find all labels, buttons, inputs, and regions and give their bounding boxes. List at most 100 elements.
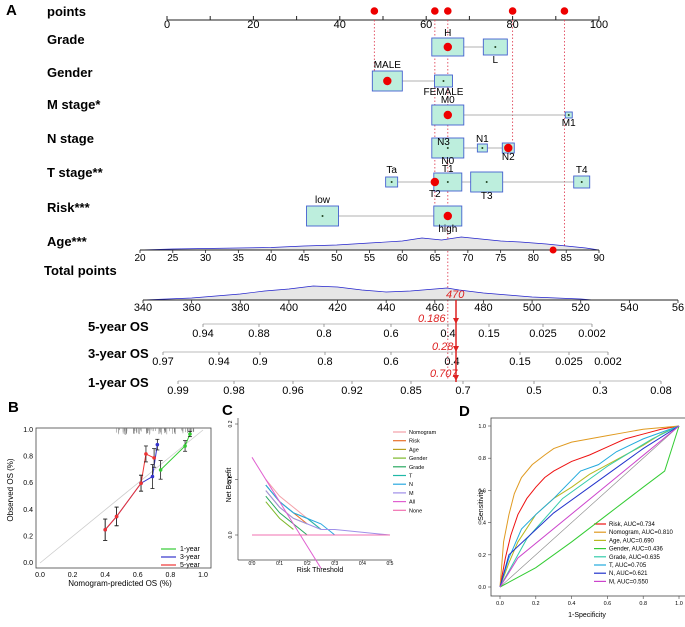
- calibration-point: [103, 528, 107, 532]
- roc-x-tick-label: 1.0: [675, 601, 683, 607]
- selected-point-marker: [431, 7, 439, 15]
- total-points-axis-tick-label: 540: [620, 302, 638, 314]
- roc-y-tick-label: 1.0: [478, 424, 486, 430]
- calibration-x-tick-label: 0.2: [68, 572, 78, 579]
- variable-label-t-stage: T stage**: [47, 165, 104, 180]
- dca-y-tick-label: 0.0: [228, 531, 234, 538]
- level-center-dot: [322, 215, 324, 217]
- selected-level-marker: [444, 111, 452, 119]
- total-points-label: Total points: [44, 263, 117, 278]
- age-axis-tick-label: 25: [167, 253, 179, 264]
- outcome-tick-label: 0.6: [383, 328, 398, 340]
- roc-legend-label: Risk, AUC=0.734: [609, 522, 656, 528]
- level-label: M1: [562, 118, 576, 129]
- outcome-tick-label: 0.94: [192, 328, 213, 340]
- outcome-tick-label: 0.98: [223, 385, 244, 397]
- dca-legend-label: M: [409, 491, 414, 497]
- points-axis-tick-label: 0: [164, 19, 170, 31]
- outcome-tick-label: 0.97: [152, 356, 173, 368]
- calibration-x-tick-label: 0.4: [100, 572, 110, 579]
- level-label: H: [444, 28, 451, 39]
- outcome-tick-label: 0.99: [167, 385, 188, 397]
- calibration-point: [156, 443, 160, 447]
- age-axis-tick-label: 55: [364, 253, 376, 264]
- dca-legend-label: Age: [409, 447, 419, 453]
- age-axis-tick-label: 50: [331, 253, 343, 264]
- roc-x-tick-label: 0.4: [568, 601, 576, 607]
- panel-c-decision-curve: C 0.0 0.1 0.2 0.3 0.4 0.5 0.0 0.1 0.2 Nomogram Ris…: [222, 402, 437, 574]
- calibration-legend-label: 1-year: [180, 546, 201, 553]
- outcome-tick-label: 0.4: [440, 328, 455, 340]
- outcome-tick-label: 0.3: [592, 385, 607, 397]
- figure: A points 0 20 40 60 80 100 H L MALE FEMALE M0 M1 N0 N…: [0, 0, 685, 622]
- dca-legend-label: Gender: [409, 456, 428, 462]
- variable-label-grade: Grade: [47, 32, 85, 47]
- selected-level-marker: [444, 43, 452, 51]
- dca-x-tick-label: 0.5: [387, 561, 394, 567]
- selected-level-marker: [444, 212, 452, 220]
- age-density: [140, 237, 599, 250]
- level-center-dot: [391, 181, 393, 183]
- calibration-ylabel: Observed OS (%): [6, 458, 15, 521]
- points-axis-tick-label: 100: [590, 19, 608, 31]
- outcome-tick-label: 0.025: [529, 328, 557, 340]
- dca-series-line: [266, 491, 390, 535]
- age-axis-tick-label: 30: [200, 253, 212, 264]
- level-center-dot: [481, 147, 483, 149]
- roc-x-tick-label: 0.2: [532, 601, 540, 607]
- selected-level-marker: [431, 178, 439, 186]
- calibration-point: [144, 452, 148, 456]
- calibration-point: [159, 468, 163, 472]
- dca-legend-label: Grade: [409, 465, 424, 471]
- age-axis-tick-label: 35: [233, 253, 245, 264]
- points-axis-tick-label: 60: [420, 19, 432, 31]
- calibration-series-line: [105, 454, 154, 530]
- selected-level-marker: [383, 77, 391, 85]
- total-points-axis-tick-label: 480: [474, 302, 492, 314]
- level-center-dot: [486, 181, 488, 183]
- outcome-tick-label: 0.002: [578, 328, 606, 340]
- outcome-tick-label: 0.08: [650, 385, 671, 397]
- level-label: M0: [441, 95, 455, 106]
- outcome-tick-label: 0.002: [594, 356, 622, 368]
- dca-series-line: [266, 485, 349, 535]
- calibration-point: [188, 432, 192, 436]
- roc-legend-label: Nomogram, AUC=0.810: [609, 530, 674, 536]
- calibration-x-tick-label: 0.8: [166, 572, 176, 579]
- level-label: L: [493, 55, 499, 66]
- points-axis-tick-label: 20: [247, 19, 259, 31]
- dca-legend-label: None: [409, 508, 422, 514]
- dca-legend-label: N: [409, 482, 413, 488]
- calibration-point: [152, 456, 156, 460]
- outcome-tick-label: 0.4: [444, 356, 459, 368]
- calibration-legend-label: 5-year: [180, 562, 201, 569]
- level-center-dot: [568, 114, 570, 116]
- outcome-tick-label: 0.9: [252, 356, 267, 368]
- prediction-arrow-head: [453, 318, 459, 324]
- calibration-point: [183, 444, 187, 448]
- dca-series-line: [252, 457, 321, 568]
- os5-value: 0.186: [418, 313, 446, 325]
- calibration-point: [139, 481, 143, 485]
- calibration-y-tick-label: 0.4: [23, 507, 33, 514]
- panel-c-label: C: [222, 402, 233, 419]
- calibration-y-tick-label: 1.0: [23, 427, 33, 434]
- roc-xlabel: 1-Specificity: [568, 612, 606, 619]
- age-axis-tick-label: 65: [430, 253, 442, 264]
- total-points-axis-tick-label: 380: [231, 302, 249, 314]
- level-center-dot: [447, 181, 449, 183]
- level-label: T1: [442, 164, 454, 175]
- outcome-tick-label: 0.7: [455, 385, 470, 397]
- calibration-y-tick-label: 0.6: [23, 480, 33, 487]
- level-label: T2: [429, 189, 441, 200]
- calibration-point: [151, 475, 155, 479]
- dca-xlabel: Risk Threshold: [297, 567, 344, 574]
- roc-y-tick-label: 0.8: [478, 456, 486, 462]
- total-points-axis-tick-label: 340: [134, 302, 152, 314]
- age-axis-tick-label: 60: [397, 253, 409, 264]
- calibration-x-tick-label: 0.6: [133, 572, 143, 579]
- selected-point-marker: [561, 7, 569, 15]
- variable-label-gender: Gender: [47, 65, 93, 80]
- dca-x-tick-label: 0.0: [249, 561, 256, 567]
- level-label: MALE: [374, 60, 402, 71]
